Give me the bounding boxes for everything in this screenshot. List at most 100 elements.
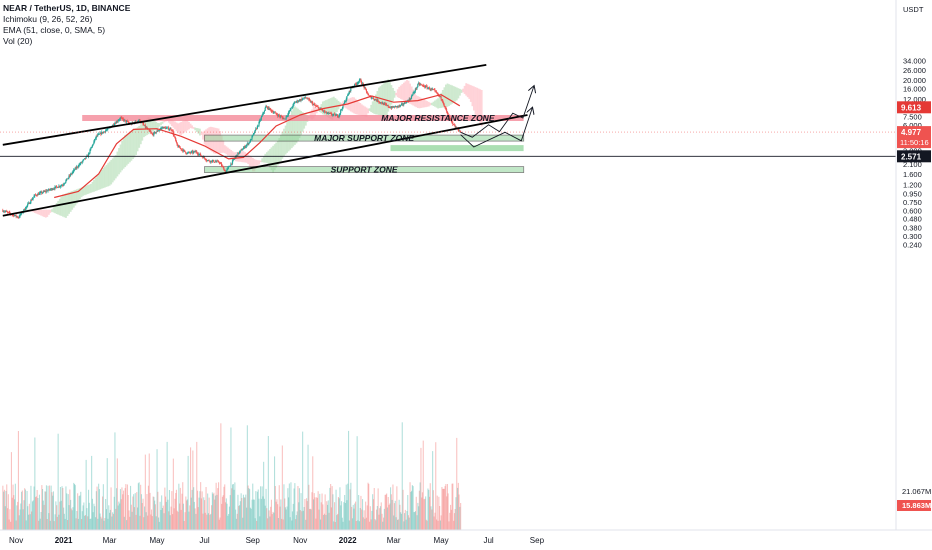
cloud-segment — [163, 120, 165, 123]
indicator-ichimoku[interactable]: Ichimoku (9, 26, 52, 26) — [3, 14, 93, 24]
volume-bar — [235, 518, 237, 530]
volume-bar — [405, 519, 407, 530]
candle-body — [4, 211, 6, 213]
candle-body — [349, 90, 351, 92]
zone-support-light-2 — [390, 145, 524, 152]
volume-bar — [121, 487, 123, 530]
cloud-segment — [454, 86, 457, 102]
candle-body — [325, 111, 327, 113]
cloud-segment — [270, 147, 273, 171]
cloud-segment — [71, 191, 74, 210]
cloud-segment — [125, 134, 128, 166]
candle-body — [231, 163, 233, 165]
candle-body — [2, 210, 4, 212]
volume-bar — [291, 511, 293, 530]
volume-bar — [91, 498, 93, 530]
candle-body — [335, 115, 337, 116]
candle-body — [436, 92, 438, 94]
volume-bar — [179, 503, 181, 530]
symbol-title[interactable]: NEAR / TetherUS, 1D, BINANCE — [3, 3, 131, 13]
candle-body — [31, 200, 33, 201]
volume-bar — [381, 513, 383, 530]
volume-bar — [298, 502, 300, 530]
candle-body — [375, 99, 378, 101]
candle-body — [84, 158, 86, 160]
volume-bar — [337, 497, 339, 530]
volume-bar — [130, 485, 132, 530]
candle-body — [262, 113, 264, 116]
volume-bar — [300, 493, 302, 530]
volume-bar — [365, 501, 367, 530]
cloud-segment — [96, 175, 99, 191]
cloud-segment — [300, 111, 302, 135]
cloud-segment — [437, 98, 439, 109]
volume-bar — [38, 494, 40, 530]
volume-bar — [414, 512, 416, 530]
volume-bar — [212, 494, 214, 530]
volume-bar — [137, 507, 139, 530]
candle-body — [60, 185, 62, 187]
volume-bar — [157, 491, 159, 530]
candle-body — [430, 88, 432, 90]
volume-bar — [256, 520, 258, 530]
volume-bar — [55, 501, 57, 530]
volume-bar — [110, 487, 112, 530]
volume-bar — [16, 505, 18, 530]
volume-bar — [436, 519, 438, 530]
candle-body — [166, 127, 168, 129]
cloud-segment — [241, 151, 243, 163]
cloud-segment — [448, 84, 450, 106]
volume-bar — [425, 496, 427, 530]
candle-body — [75, 167, 77, 169]
candle-body — [258, 122, 260, 126]
candle-body — [41, 192, 43, 194]
volume-bar — [112, 512, 114, 530]
volume-bar — [94, 506, 96, 530]
cloud-segment — [281, 131, 284, 159]
candle-body — [13, 214, 15, 217]
candle-body — [247, 143, 249, 145]
candle-body — [309, 99, 311, 101]
candle-body — [17, 217, 19, 219]
volume-bar — [165, 496, 167, 530]
volume-bar — [424, 498, 426, 530]
cloud-segment — [185, 119, 187, 132]
volume-bar — [93, 503, 95, 530]
indicator-volume[interactable]: Vol (20) — [3, 36, 33, 46]
candle-body — [65, 180, 67, 183]
candle-body — [240, 149, 242, 151]
volume-bar — [194, 508, 196, 530]
volume-bar — [216, 494, 218, 530]
volume-bar — [451, 483, 453, 530]
volume-bar — [289, 517, 291, 530]
volume-bar — [66, 493, 68, 530]
volume-bar — [456, 437, 458, 530]
volume-bar — [253, 499, 255, 530]
volume-bar — [431, 509, 433, 530]
candle-body — [52, 188, 54, 190]
time-axis[interactable]: Nov 2021 Mar May Jul Sep Nov 2022 Mar May Jul Sep — [0, 529, 932, 545]
volume-bar — [14, 483, 16, 530]
volume-bar — [390, 487, 392, 530]
volume-bar — [363, 510, 365, 530]
volume-bar — [258, 498, 260, 530]
candle-body — [371, 97, 373, 99]
volume-bar — [204, 500, 206, 530]
volume-bar — [268, 510, 270, 530]
candle-body — [255, 128, 257, 130]
volume-badge: 15.863M — [902, 501, 931, 510]
volume-bar — [411, 490, 413, 530]
volume-bar — [390, 494, 392, 530]
volume-bar — [136, 492, 138, 530]
price-tick-label: 6.000 — [903, 121, 922, 130]
indicator-ema[interactable]: EMA (51, close, 0, SMA, 5) — [3, 25, 106, 35]
volume-bar — [81, 519, 83, 530]
candle-body — [459, 130, 461, 132]
candle-body — [34, 194, 36, 197]
volume-bar — [263, 461, 265, 530]
cloud-segment — [195, 128, 198, 132]
volume-bar — [327, 504, 329, 530]
candle-body — [145, 127, 147, 129]
